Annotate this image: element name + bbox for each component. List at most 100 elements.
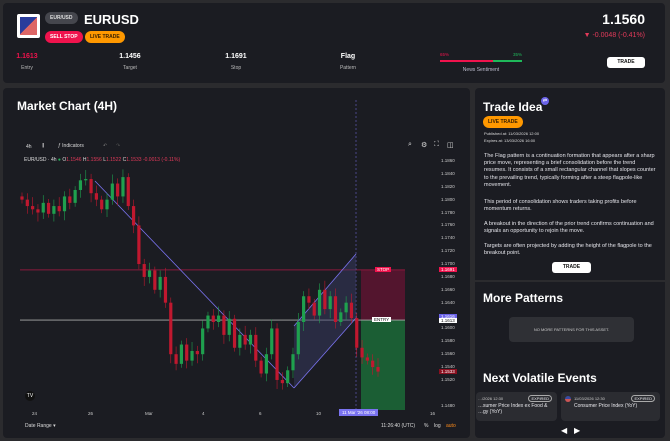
candle (280, 379, 284, 384)
candle (206, 315, 210, 329)
candle (158, 276, 162, 290)
info-icon[interactable]: ⇄ (541, 97, 549, 105)
price-tick: 1.1600 (441, 325, 455, 331)
candle (52, 206, 56, 214)
candle (232, 318, 237, 348)
order-type-badge: SELL STOP (45, 31, 83, 43)
candle (302, 296, 306, 322)
candle (201, 328, 205, 355)
next-event-arrow[interactable]: ▶ (574, 426, 581, 435)
idea-paragraph: A breakout in the direction of the prior… (484, 221, 654, 235)
candle (121, 177, 125, 197)
fullscreen-icon[interactable]: ⛶ (434, 141, 439, 148)
candle-type-icon[interactable]: ⫼ (42, 143, 45, 149)
price-tick: 1.1560 (441, 351, 455, 357)
candle (36, 209, 40, 213)
camera-icon[interactable]: ◫ (447, 142, 454, 149)
candle (110, 183, 114, 200)
candle (153, 270, 157, 290)
time-tick: 16 (430, 411, 436, 416)
sentiment-bar (440, 60, 522, 62)
zoom-icon[interactable]: ⌕ (408, 141, 412, 148)
candle (238, 334, 242, 348)
candle (105, 199, 109, 210)
ohlc-legend: EUR/USD · 4h ● O1.1546 H1.1556 L1.1522 C… (24, 157, 181, 163)
candle (169, 302, 173, 355)
stop-price-tag: 1.1691 (439, 266, 457, 272)
price-tick: 1.1820 (441, 183, 455, 189)
candle (371, 360, 375, 368)
candle (211, 315, 215, 322)
trade-idea-panel: Trade Idea ⇄ LIVE TRADE Published at: 11… (475, 88, 665, 438)
trade-idea-title: Trade Idea (483, 100, 543, 114)
indicators-button[interactable]: ƒ Indicators (58, 143, 84, 149)
status-badge: LIVE TRADE (85, 31, 125, 43)
date-range-dropdown[interactable]: Date Range ▾ (25, 423, 56, 429)
price-tick: 1.1860 (441, 158, 455, 163)
trade-button[interactable]: TRADE (607, 57, 645, 68)
idea-paragraph: The Flag pattern is a continuation forma… (484, 153, 656, 188)
stat-entry: 1.1613 Entry (5, 53, 49, 71)
event-card[interactable]: 11/03/2026 12:30 EXPIRED Consumer Price … (561, 392, 660, 421)
candle (89, 179, 93, 194)
redo-icon[interactable]: ↷ (116, 143, 121, 149)
candle (227, 318, 231, 335)
candle (147, 270, 152, 277)
candle (46, 202, 51, 214)
candle (339, 312, 343, 322)
chart-title: Market Chart (4H) (17, 99, 118, 113)
candle (142, 264, 146, 277)
candle (195, 350, 199, 355)
candle (131, 206, 136, 226)
price-tick: 1.1480 (441, 402, 455, 408)
stat-target: 1.1456 Target (119, 53, 141, 71)
candle (275, 328, 279, 380)
time-tick: 6 (259, 411, 262, 416)
candle (349, 302, 354, 319)
price-tick: 1.1780 (441, 209, 455, 215)
percent-toggle[interactable]: % (424, 423, 429, 429)
interval-button[interactable]: 4h (26, 144, 32, 150)
clock: 11:26:40 (UTC) (381, 423, 416, 429)
sentiment-label: News Sentiment (462, 67, 500, 73)
candle (376, 367, 380, 372)
event-card[interactable]: …/2026 12:30 EXPIRED …sumer Price Index … (476, 392, 557, 421)
live-trade-badge: LIVE TRADE (483, 116, 523, 128)
candle (248, 334, 253, 345)
price-tick: 1.1840 (441, 170, 455, 176)
price-tick: 1.1540 (441, 364, 455, 370)
settings-icon[interactable]: ⚙ (421, 142, 428, 149)
price-tick: 1.1740 (441, 235, 455, 241)
candle (57, 206, 61, 212)
expired-badge: EXPIRED (528, 395, 552, 402)
flag-lower-line (293, 317, 357, 389)
log-toggle[interactable]: log (434, 423, 441, 429)
candle (270, 328, 274, 355)
price-tick: 1.1640 (441, 299, 455, 305)
price-change: ▼ -0.0048 (-0.41%) (583, 32, 645, 39)
price-tick: 1.1680 (441, 273, 455, 279)
candlestick-chart[interactable] (0, 0, 470, 441)
crosshair-time-label: 11 Mar '26 08:00 (339, 409, 379, 416)
pair-badge: EUR/USD (45, 12, 78, 24)
tradingview-logo-icon[interactable]: TV (25, 391, 35, 401)
candle (286, 370, 290, 384)
prev-event-arrow[interactable]: ◀ (561, 426, 568, 435)
idea-trade-button[interactable]: TRADE (552, 262, 591, 273)
undo-icon[interactable]: ↶ (103, 143, 108, 149)
current-price-tag: 1.1533 (439, 368, 457, 374)
candle (365, 357, 369, 361)
auto-toggle[interactable]: auto (446, 423, 456, 429)
price-tick: 1.1700 (441, 261, 455, 267)
expires-at: Expires at: 13/03/2026 16:00 (484, 138, 536, 143)
entry-value: 1.1613 (16, 53, 38, 60)
candle (185, 344, 189, 361)
candle (307, 296, 311, 303)
more-patterns-title: More Patterns (483, 291, 564, 305)
candle (94, 193, 98, 200)
stat-stop: 1.1691 Stop (225, 53, 247, 71)
eurusd-flag-icon (17, 14, 40, 38)
candle (291, 354, 295, 371)
candle (174, 354, 178, 364)
price-tick: 1.1720 (441, 248, 455, 254)
